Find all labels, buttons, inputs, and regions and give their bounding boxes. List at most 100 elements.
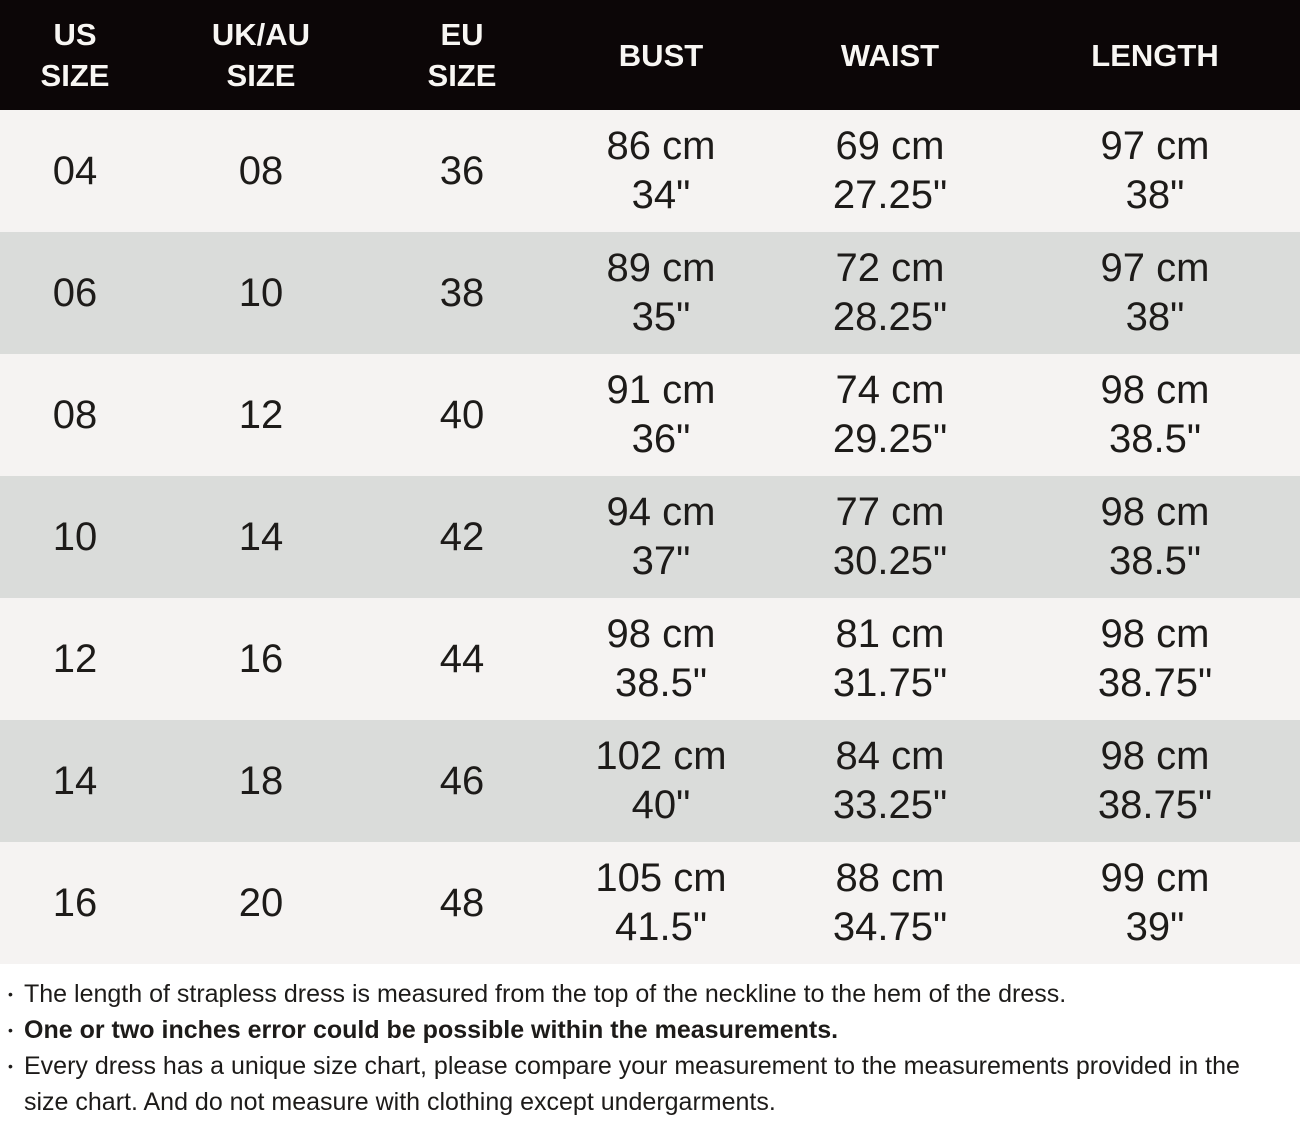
- size-value: 44: [439, 636, 485, 681]
- bullet-icon: •: [8, 986, 13, 1002]
- note-item: • Every dress has a unique size chart, p…: [8, 1048, 1286, 1120]
- cell-us-size: 06: [0, 232, 150, 354]
- cell-eu-size: 44: [372, 598, 552, 720]
- measure-cm: 81 cm: [835, 612, 945, 656]
- measure-inch: 33.25": [832, 783, 948, 827]
- cell-bust: 94 cm 37": [552, 476, 770, 598]
- size-value: 12: [238, 392, 284, 437]
- size-value: 16: [52, 880, 98, 925]
- measure-cm: 72 cm: [835, 246, 945, 290]
- measure-inch: 36": [631, 417, 691, 461]
- cell-length: 98 cm 38.75": [1010, 598, 1300, 720]
- cell-waist: 88 cm 34.75": [770, 842, 1010, 964]
- table-row: 10 14 42 94 cm 37" 77 cm 30.25" 98 cm 38…: [0, 476, 1300, 598]
- measure-cm: 97 cm: [1100, 246, 1210, 290]
- measure-inch: 35": [631, 295, 691, 339]
- cell-length: 98 cm 38.5": [1010, 354, 1300, 476]
- measure-inch: 34.75": [832, 905, 948, 949]
- cell-eu-size: 46: [372, 720, 552, 842]
- measure-inch: 38.75": [1097, 783, 1213, 827]
- table-header-row: US SIZE UK/AU SIZE EU SIZE BUST WAIST LE…: [0, 0, 1300, 110]
- header-label-line: BUST: [618, 37, 704, 73]
- cell-bust: 89 cm 35": [552, 232, 770, 354]
- table-row: 12 16 44 98 cm 38.5" 81 cm 31.75" 98 cm …: [0, 598, 1300, 720]
- header-label-line: SIZE: [427, 58, 497, 93]
- measure-inch: 38.5": [1108, 417, 1202, 461]
- size-value: 14: [238, 514, 284, 559]
- table-row: 06 10 38 89 cm 35" 72 cm 28.25" 97 cm 38…: [0, 232, 1300, 354]
- header-uk-au-size: UK/AU SIZE: [150, 0, 372, 110]
- header-label-line: SIZE: [226, 58, 296, 93]
- size-value: 36: [439, 148, 485, 193]
- measure-cm: 98 cm: [1100, 734, 1210, 778]
- cell-us-size: 16: [0, 842, 150, 964]
- bullet-icon: •: [8, 1022, 13, 1038]
- bullet-icon: •: [8, 1058, 13, 1074]
- header-label-line: WAIST: [840, 37, 940, 73]
- size-value: 20: [238, 880, 284, 925]
- measure-inch: 30.25": [832, 539, 948, 583]
- cell-waist: 77 cm 30.25": [770, 476, 1010, 598]
- size-value: 08: [238, 148, 284, 193]
- measure-inch: 38.5": [1108, 539, 1202, 583]
- cell-us-size: 12: [0, 598, 150, 720]
- measure-inch: 28.25": [832, 295, 948, 339]
- cell-us-size: 08: [0, 354, 150, 476]
- size-value: 38: [439, 270, 485, 315]
- measure-cm: 91 cm: [606, 368, 716, 412]
- size-value: 48: [439, 880, 485, 925]
- note-text: One or two inches error could be possibl…: [24, 1016, 839, 1044]
- size-value: 40: [439, 392, 485, 437]
- cell-eu-size: 48: [372, 842, 552, 964]
- measure-inch: 38.75": [1097, 661, 1213, 705]
- size-value: 06: [52, 270, 98, 315]
- measure-inch: 31.75": [832, 661, 948, 705]
- cell-waist: 81 cm 31.75": [770, 598, 1010, 720]
- cell-eu-size: 38: [372, 232, 552, 354]
- measure-inch: 40": [631, 783, 691, 827]
- measure-cm: 105 cm: [595, 856, 727, 900]
- measure-inch: 39": [1125, 905, 1185, 949]
- cell-eu-size: 36: [372, 110, 552, 232]
- measure-cm: 69 cm: [835, 124, 945, 168]
- size-value: 04: [52, 148, 98, 193]
- header-label-line: LENGTH: [1091, 37, 1219, 73]
- measure-cm: 84 cm: [835, 734, 945, 778]
- cell-uk-au-size: 10: [150, 232, 372, 354]
- measure-cm: 98 cm: [1100, 368, 1210, 412]
- cell-uk-au-size: 20: [150, 842, 372, 964]
- cell-us-size: 10: [0, 476, 150, 598]
- measure-inch: 38": [1125, 295, 1185, 339]
- cell-length: 97 cm 38": [1010, 232, 1300, 354]
- cell-bust: 105 cm 41.5": [552, 842, 770, 964]
- notes-section: • The length of strapless dress is measu…: [0, 964, 1300, 1120]
- measure-cm: 98 cm: [1100, 612, 1210, 656]
- measure-cm: 88 cm: [835, 856, 945, 900]
- header-bust: BUST: [552, 0, 770, 110]
- header-length: LENGTH: [1010, 0, 1300, 110]
- cell-waist: 69 cm 27.25": [770, 110, 1010, 232]
- cell-us-size: 04: [0, 110, 150, 232]
- measure-inch: 27.25": [832, 173, 948, 217]
- size-value: 46: [439, 758, 485, 803]
- cell-uk-au-size: 08: [150, 110, 372, 232]
- header-eu-size: EU SIZE: [372, 0, 552, 110]
- cell-waist: 84 cm 33.25": [770, 720, 1010, 842]
- cell-length: 97 cm 38": [1010, 110, 1300, 232]
- size-value: 18: [238, 758, 284, 803]
- cell-uk-au-size: 12: [150, 354, 372, 476]
- measure-cm: 74 cm: [835, 368, 945, 412]
- cell-bust: 98 cm 38.5": [552, 598, 770, 720]
- measure-cm: 77 cm: [835, 490, 945, 534]
- note-text: The length of strapless dress is measure…: [24, 980, 1067, 1008]
- header-label-line: SIZE: [40, 58, 110, 93]
- note-item: • The length of strapless dress is measu…: [8, 976, 1286, 1012]
- cell-length: 99 cm 39": [1010, 842, 1300, 964]
- cell-bust: 102 cm 40": [552, 720, 770, 842]
- cell-waist: 74 cm 29.25": [770, 354, 1010, 476]
- table-row: 04 08 36 86 cm 34" 69 cm 27.25" 97 cm 38…: [0, 110, 1300, 232]
- table-row: 14 18 46 102 cm 40" 84 cm 33.25" 98 cm 3…: [0, 720, 1300, 842]
- cell-waist: 72 cm 28.25": [770, 232, 1010, 354]
- size-value: 08: [52, 392, 98, 437]
- size-value: 12: [52, 636, 98, 681]
